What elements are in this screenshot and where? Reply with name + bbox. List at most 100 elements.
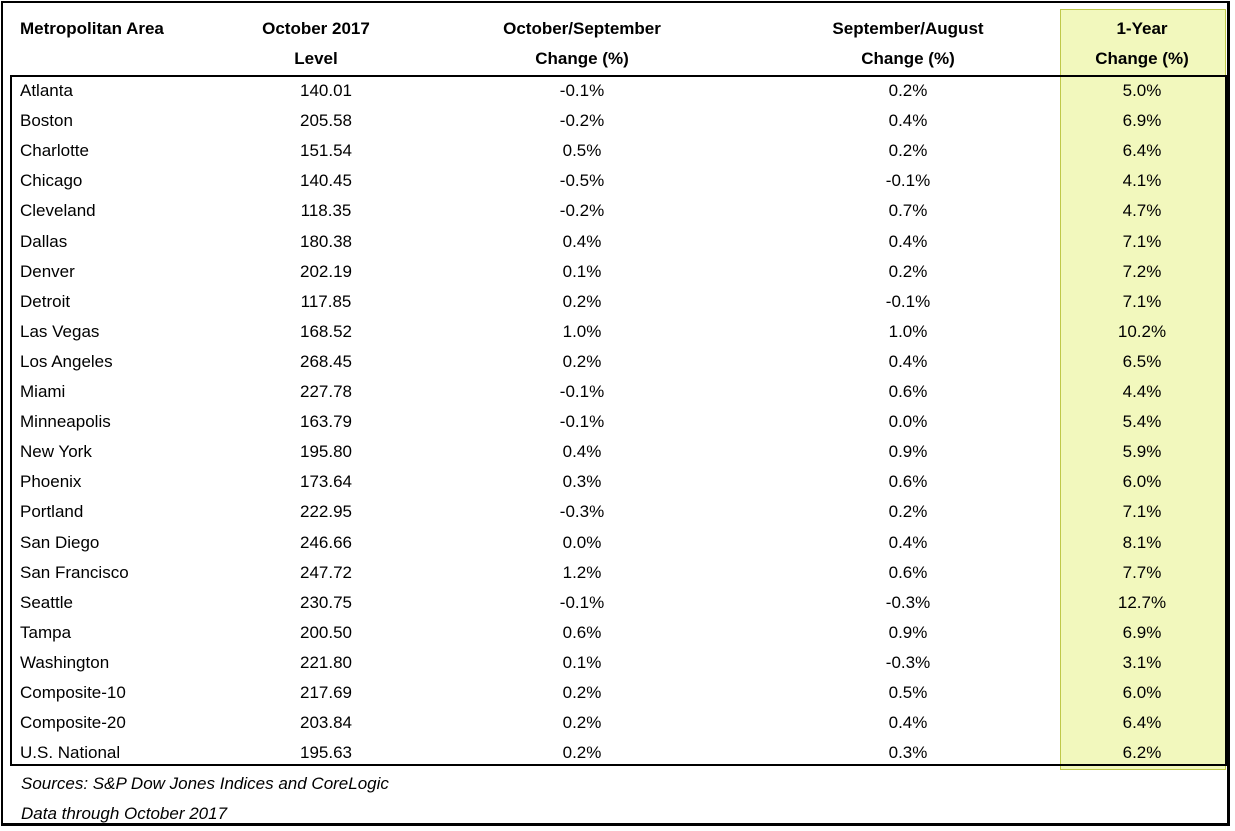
area-cell: Composite-10	[20, 683, 126, 702]
sep-aug-change-cell: 0.6%	[888, 472, 928, 492]
sep-aug-change-cell: 0.3%	[888, 743, 928, 763]
sep-aug-change-cell: 0.6%	[888, 562, 928, 582]
sep-aug-change-cell: 0.2%	[888, 141, 928, 161]
level-cell: 246.66	[300, 532, 352, 552]
level-cell: 117.85	[300, 291, 352, 311]
table-row: San Diego 246.66 0.0% 0.4% 8.1%	[10, 528, 1227, 558]
oct-sep-change-cell: 0.2%	[562, 351, 602, 371]
level-cell: 217.69	[300, 683, 352, 702]
oct-sep-change-cell: 0.0%	[562, 532, 602, 552]
level-cell: 195.80	[300, 442, 352, 462]
oct-sep-change-cell: 0.2%	[562, 743, 602, 763]
sep-aug-change-cell: 0.6%	[888, 382, 928, 401]
table-row: Composite-10 217.69 0.2% 0.5% 6.0%	[10, 678, 1227, 708]
level-cell: 205.58	[300, 111, 352, 131]
table-row: Portland 222.95 -0.3% 0.2% 7.1%	[10, 497, 1227, 527]
sep-aug-change-cell: 0.2%	[888, 81, 928, 100]
sep-aug-change-cell: 0.2%	[888, 502, 928, 522]
one-year-change-cell: 6.0%	[1122, 683, 1162, 702]
one-year-change-cell: 4.7%	[1122, 201, 1162, 221]
level-cell: 222.95	[300, 502, 352, 522]
area-cell: San Francisco	[20, 562, 129, 582]
sep-aug-change-cell: -0.3%	[885, 652, 931, 672]
sep-aug-change-cell: 0.5%	[888, 683, 928, 702]
oct-sep-change-cell: 0.1%	[562, 652, 602, 672]
table-row: Detroit 117.85 0.2% -0.1% 7.1%	[10, 287, 1227, 317]
header-metropolitan-area: Metropolitan Area	[20, 19, 164, 38]
area-cell: Phoenix	[20, 472, 82, 492]
table-row: Las Vegas 168.52 1.0% 1.0% 10.2%	[10, 317, 1227, 347]
area-cell: Las Vegas	[20, 321, 100, 341]
table-row: Chicago 140.45 -0.5% -0.1% 4.1%	[10, 166, 1227, 196]
oct-sep-change-cell: -0.3%	[559, 502, 605, 522]
level-cell: 195.63	[300, 743, 352, 763]
area-cell: Dallas	[20, 231, 68, 251]
sep-aug-change-cell: 0.4%	[888, 111, 928, 131]
area-cell: Portland	[20, 502, 84, 522]
table-row: Denver 202.19 0.1% 0.2% 7.2%	[10, 257, 1227, 287]
table-row: Atlanta 140.01 -0.1% 0.2% 5.0%	[10, 76, 1227, 106]
area-cell: Atlanta	[20, 81, 73, 100]
oct-sep-change-cell: 0.1%	[562, 261, 602, 281]
area-cell: Detroit	[20, 291, 71, 311]
sep-aug-change-cell: 0.9%	[888, 622, 928, 642]
oct-sep-change-cell: 0.4%	[562, 231, 602, 251]
sep-aug-change-cell: -0.3%	[885, 592, 931, 612]
area-cell: Charlotte	[20, 141, 89, 161]
oct-sep-change-cell: 1.0%	[562, 321, 602, 341]
one-year-change-cell: 7.2%	[1122, 261, 1162, 281]
one-year-change-cell: 10.2%	[1117, 321, 1167, 341]
one-year-change-cell: 12.7%	[1117, 592, 1167, 612]
oct-sep-change-cell: -0.2%	[559, 111, 605, 131]
table-row: Los Angeles 268.45 0.2% 0.4% 6.5%	[10, 347, 1227, 377]
sep-aug-change-cell: 0.0%	[888, 412, 928, 432]
area-cell: Cleveland	[20, 201, 96, 221]
area-cell: Chicago	[20, 171, 83, 191]
sep-aug-change-cell: -0.1%	[885, 171, 931, 191]
table-row: Miami 227.78 -0.1% 0.6% 4.4%	[10, 377, 1227, 407]
one-year-change-cell: 7.1%	[1122, 231, 1162, 251]
oct-sep-change-cell: 0.2%	[562, 683, 602, 702]
sep-aug-change-cell: 0.7%	[888, 201, 928, 221]
area-cell: Miami	[20, 382, 66, 401]
one-year-change-cell: 8.1%	[1122, 532, 1162, 552]
area-cell: Washington	[20, 652, 110, 672]
one-year-change-cell: 6.9%	[1122, 622, 1162, 642]
one-year-change-cell: 6.5%	[1122, 351, 1162, 371]
area-cell: U.S. National	[20, 743, 121, 763]
oct-sep-change-cell: -0.5%	[559, 171, 605, 191]
level-cell: 203.84	[300, 713, 352, 733]
one-year-change-cell: 6.4%	[1122, 141, 1162, 161]
level-cell: 118.35	[300, 201, 352, 221]
table-row: Tampa 200.50 0.6% 0.9% 6.9%	[10, 618, 1227, 648]
level-cell: 140.45	[300, 171, 352, 191]
sep-aug-change-cell: -0.1%	[885, 291, 931, 311]
table-row: New York 195.80 0.4% 0.9% 5.9%	[10, 437, 1227, 467]
area-cell: Denver	[20, 261, 75, 281]
one-year-change-cell: 4.4%	[1122, 382, 1162, 401]
sep-aug-change-cell: 0.2%	[888, 261, 928, 281]
table-row: Composite-20 203.84 0.2% 0.4% 6.4%	[10, 708, 1227, 738]
sep-aug-change-cell: 0.4%	[888, 532, 928, 552]
one-year-change-cell: 6.2%	[1122, 743, 1162, 763]
sep-aug-change-cell: 0.9%	[888, 442, 928, 462]
oct-sep-change-cell: 1.2%	[562, 562, 602, 582]
one-year-change-cell: 7.1%	[1122, 291, 1162, 311]
one-year-change-cell: 5.0%	[1122, 81, 1162, 100]
oct-sep-change-cell: 0.5%	[562, 141, 602, 161]
level-cell: 202.19	[300, 261, 352, 281]
table-row: Washington 221.80 0.1% -0.3% 3.1%	[10, 648, 1227, 678]
one-year-change-cell: 4.1%	[1122, 171, 1162, 191]
oct-sep-change-cell: 0.6%	[562, 622, 602, 642]
area-cell: Minneapolis	[20, 412, 111, 432]
header-oct-sep-change: October/September Change (%)	[503, 19, 661, 68]
level-cell: 200.50	[300, 622, 352, 642]
header-sep-aug-change: September/August Change (%)	[832, 19, 984, 68]
oct-sep-change-cell: 0.4%	[562, 442, 602, 462]
level-cell: 180.38	[300, 231, 352, 251]
one-year-column-highlight	[1060, 9, 1226, 770]
oct-sep-change-cell: -0.2%	[559, 201, 605, 221]
table-row: Minneapolis 163.79 -0.1% 0.0% 5.4%	[10, 407, 1227, 437]
level-cell: 268.45	[300, 351, 352, 371]
sep-aug-change-cell: 0.4%	[888, 351, 928, 371]
